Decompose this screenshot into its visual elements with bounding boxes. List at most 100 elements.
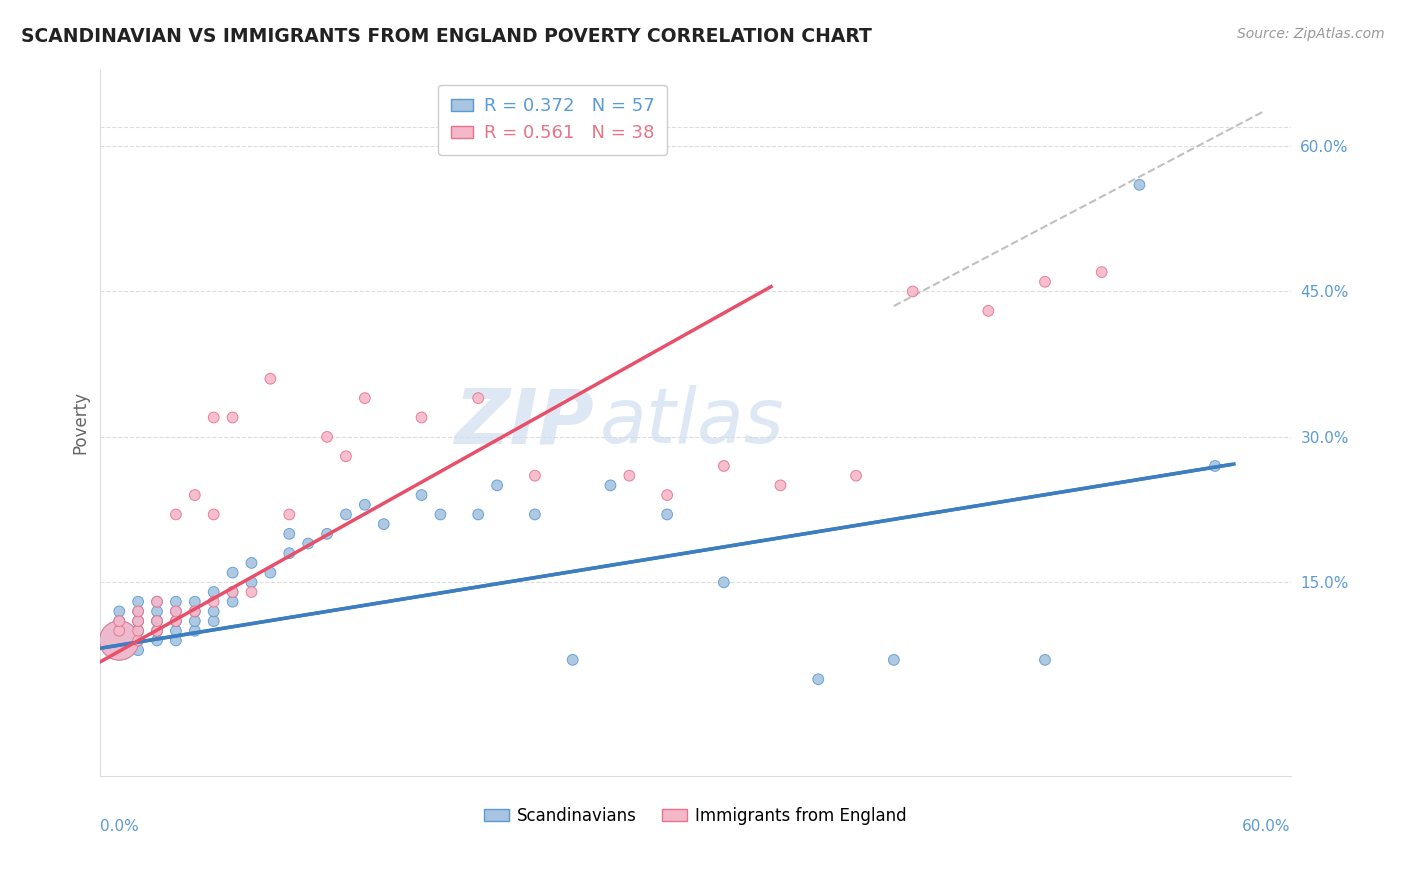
Point: [977, 304, 1000, 318]
Point: [127, 595, 149, 609]
Point: [202, 508, 225, 522]
Point: [1091, 265, 1114, 279]
Point: [165, 604, 187, 618]
Text: SCANDINAVIAN VS IMMIGRANTS FROM ENGLAND POVERTY CORRELATION CHART: SCANDINAVIAN VS IMMIGRANTS FROM ENGLAND …: [21, 27, 872, 45]
Point: [599, 478, 621, 492]
Point: [221, 585, 243, 599]
Point: [316, 430, 339, 444]
Point: [165, 614, 187, 628]
Point: [184, 604, 207, 618]
Point: [127, 614, 149, 628]
Point: [845, 468, 868, 483]
Point: [467, 508, 489, 522]
Point: [411, 488, 433, 502]
Point: [713, 458, 735, 473]
Point: [807, 672, 830, 686]
Point: [127, 604, 149, 618]
Point: [202, 595, 225, 609]
Point: [146, 614, 169, 628]
Point: [184, 604, 207, 618]
Point: [561, 653, 583, 667]
Point: [108, 624, 131, 638]
Point: [297, 536, 319, 550]
Point: [523, 508, 546, 522]
Point: [221, 585, 243, 599]
Point: [127, 633, 149, 648]
Point: [108, 614, 131, 628]
Text: 60.0%: 60.0%: [1241, 819, 1291, 834]
Point: [108, 624, 131, 638]
Point: [240, 575, 263, 590]
Point: [202, 410, 225, 425]
Point: [523, 468, 546, 483]
Point: [108, 604, 131, 618]
Point: [165, 624, 187, 638]
Point: [221, 566, 243, 580]
Point: [883, 653, 905, 667]
Point: [335, 450, 357, 464]
Point: [146, 633, 169, 648]
Point: [127, 624, 149, 638]
Point: [259, 372, 281, 386]
Point: [127, 624, 149, 638]
Point: [127, 604, 149, 618]
Point: [202, 604, 225, 618]
Point: [184, 624, 207, 638]
Point: [240, 585, 263, 599]
Point: [127, 633, 149, 648]
Point: [146, 614, 169, 628]
Point: [165, 633, 187, 648]
Point: [316, 526, 339, 541]
Point: [146, 624, 169, 638]
Point: [655, 508, 678, 522]
Point: [713, 575, 735, 590]
Text: ZIP: ZIP: [454, 385, 595, 459]
Point: [165, 604, 187, 618]
Point: [335, 508, 357, 522]
Point: [184, 614, 207, 628]
Point: [619, 468, 641, 483]
Point: [146, 604, 169, 618]
Point: [202, 614, 225, 628]
Point: [127, 643, 149, 657]
Point: [221, 595, 243, 609]
Point: [146, 614, 169, 628]
Point: [165, 595, 187, 609]
Point: [259, 566, 281, 580]
Point: [221, 410, 243, 425]
Point: [1033, 653, 1056, 667]
Point: [467, 391, 489, 405]
Point: [184, 595, 207, 609]
Point: [146, 595, 169, 609]
Point: [202, 585, 225, 599]
Point: [278, 508, 301, 522]
Point: [278, 546, 301, 560]
Point: [1033, 275, 1056, 289]
Point: [411, 410, 433, 425]
Point: [1128, 178, 1150, 192]
Point: [127, 614, 149, 628]
Point: [373, 517, 395, 532]
Point: [146, 624, 169, 638]
Point: [278, 526, 301, 541]
Point: [108, 633, 131, 648]
Point: [353, 498, 375, 512]
Point: [108, 614, 131, 628]
Point: [769, 478, 792, 492]
Text: 0.0%: 0.0%: [100, 819, 139, 834]
Point: [165, 614, 187, 628]
Text: Source: ZipAtlas.com: Source: ZipAtlas.com: [1237, 27, 1385, 41]
Point: [429, 508, 451, 522]
Point: [146, 624, 169, 638]
Point: [146, 595, 169, 609]
Point: [1204, 458, 1226, 473]
Point: [165, 508, 187, 522]
Text: atlas: atlas: [600, 385, 785, 459]
Point: [108, 633, 131, 648]
Point: [901, 285, 924, 299]
Point: [184, 488, 207, 502]
Point: [486, 478, 509, 492]
Legend: Scandinavians, Immigrants from England: Scandinavians, Immigrants from England: [477, 800, 914, 831]
Point: [353, 391, 375, 405]
Point: [127, 614, 149, 628]
